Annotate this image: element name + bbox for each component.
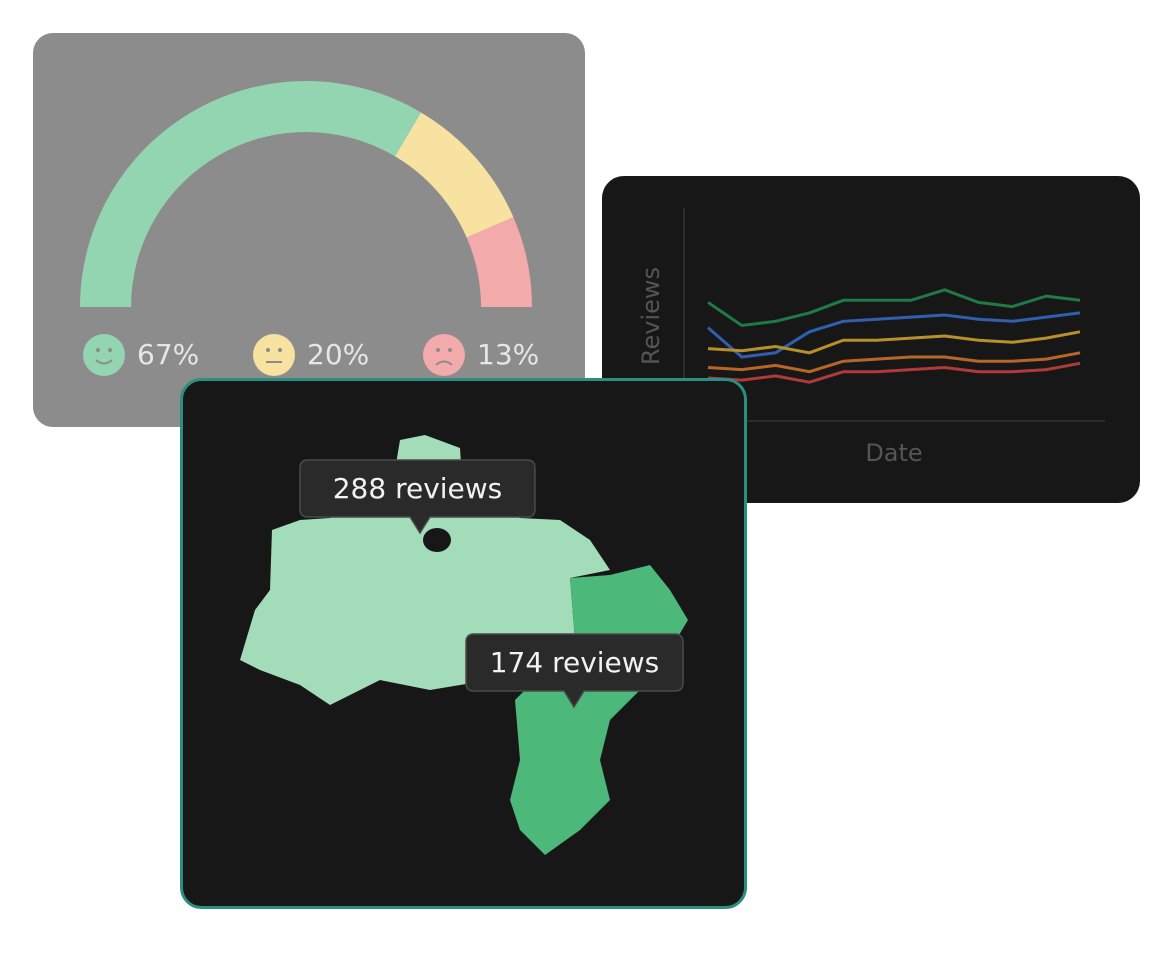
icon-eye [108, 348, 112, 352]
gauge-segment [466, 217, 532, 307]
x-axis-label: Date [865, 439, 922, 467]
series-line [707, 288, 1081, 328]
map-card: 288 reviews 174 reviews [180, 378, 747, 909]
series-line [707, 330, 1081, 355]
icon-eye [436, 348, 440, 352]
gauge-segment [395, 112, 514, 238]
icon-eye [96, 348, 100, 352]
tooltip-label: 174 reviews [490, 646, 660, 679]
icon-mouth [435, 360, 453, 366]
map-lake [423, 528, 451, 552]
gauge-label: 67% [137, 338, 199, 371]
gauge-label: 13% [477, 338, 539, 371]
gauge-card: 67% 20% 13% [33, 33, 585, 427]
sentiment-icon [83, 334, 125, 376]
sentiment-icon [253, 334, 295, 376]
icon-eye [448, 348, 452, 352]
series-line [707, 351, 1081, 374]
tooltip [465, 633, 684, 709]
tooltip-label: 288 reviews [333, 472, 503, 505]
y-axis-label: Reviews [637, 267, 665, 365]
tooltip [299, 459, 536, 535]
icon-eye [266, 348, 270, 352]
series-line [707, 311, 1081, 359]
icon-eye [278, 348, 282, 352]
gauge-label: 20% [307, 338, 369, 371]
icon-mouth [95, 359, 113, 365]
sentiment-icon [423, 334, 465, 376]
series-line [707, 361, 1081, 384]
gauge-segment [80, 81, 422, 308]
